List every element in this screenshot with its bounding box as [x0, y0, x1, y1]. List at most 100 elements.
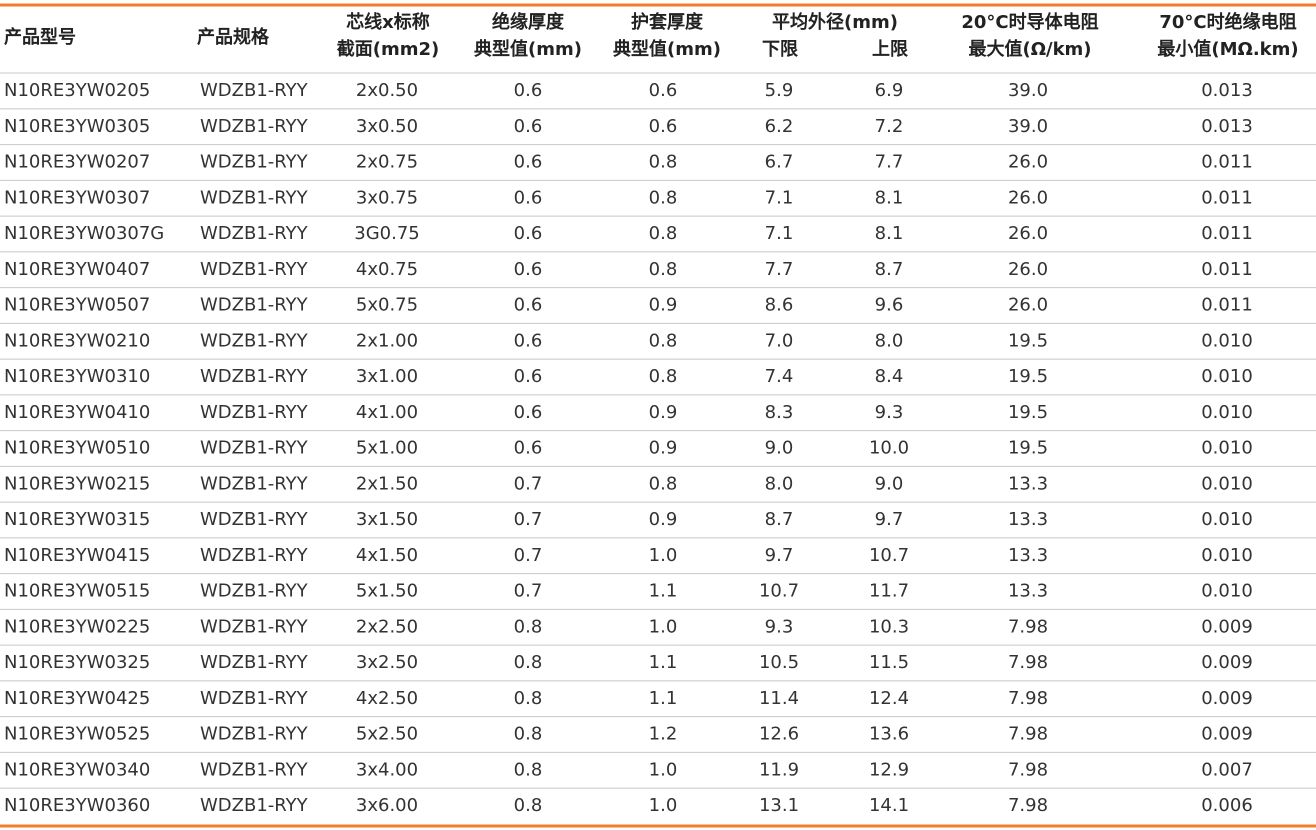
cell: 1.1: [649, 581, 678, 602]
cell: 3x1.50: [356, 509, 418, 530]
cell: 0.8: [514, 795, 543, 816]
header-label: 产品规格: [197, 26, 270, 48]
cell: 19.5: [1008, 402, 1048, 423]
cell: 4x1.50: [356, 545, 418, 566]
cell: 1.2: [649, 724, 678, 745]
cell: 0.6: [514, 116, 543, 137]
cell: 8.7: [875, 259, 904, 280]
header-label: 产品型号: [4, 26, 76, 48]
cell: 7.1: [765, 187, 794, 208]
cell: 39.0: [1008, 116, 1048, 137]
cell: 0.7: [514, 509, 543, 530]
cell: N10RE3YW0510: [4, 438, 150, 459]
cell: 11.5: [869, 652, 909, 673]
cell: 7.4: [765, 366, 794, 387]
cell: 26.0: [1008, 223, 1048, 244]
cell: 0.6: [649, 116, 678, 137]
cell: 5x2.50: [356, 724, 418, 745]
cell: N10RE3YW0205: [4, 80, 150, 101]
cell: 0.8: [514, 759, 543, 780]
cell: 6.9: [875, 80, 904, 101]
cell: N10RE3YW0215: [4, 473, 150, 494]
cell: 0.6: [514, 402, 543, 423]
cell: 1.0: [649, 616, 678, 637]
cell: N10RE3YW0425: [4, 688, 150, 709]
cell: 39.0: [1008, 80, 1048, 101]
cell: 5x1.50: [356, 581, 418, 602]
cell: 4x2.50: [356, 688, 418, 709]
cell: WDZB1-RYY: [200, 545, 309, 566]
cell: 13.3: [1008, 509, 1048, 530]
cell: 8.0: [765, 473, 794, 494]
cell: N10RE3YW0360: [4, 795, 150, 816]
cell: WDZB1-RYY: [200, 795, 309, 816]
cell: 0.8: [649, 330, 678, 351]
cell: 13.3: [1008, 545, 1048, 566]
cell: WDZB1-RYY: [200, 616, 309, 637]
cell: 7.7: [875, 152, 904, 173]
cell: 13.3: [1008, 581, 1048, 602]
cell: 0.8: [514, 724, 543, 745]
cell: 7.98: [1008, 724, 1048, 745]
cell: 11.4: [759, 688, 799, 709]
cell: WDZB1-RYY: [200, 509, 309, 530]
cell: 0.9: [649, 438, 678, 459]
cell: 9.0: [875, 473, 904, 494]
header-label: 截面(mm2): [337, 38, 440, 60]
cell: 0.010: [1201, 509, 1253, 530]
cell: WDZB1-RYY: [200, 402, 309, 423]
header-label: 典型值(mm): [613, 38, 721, 60]
cell: 2x1.50: [356, 473, 418, 494]
cell: WDZB1-RYY: [200, 652, 309, 673]
cell: WDZB1-RYY: [200, 152, 309, 173]
cell: 9.0: [765, 438, 794, 459]
cell: WDZB1-RYY: [200, 473, 309, 494]
cell: 0.8: [514, 688, 543, 709]
cell: 5x0.75: [356, 295, 418, 316]
cell: 0.011: [1201, 259, 1253, 280]
cell: N10RE3YW0407: [4, 259, 150, 280]
cell: 8.6: [765, 295, 794, 316]
cell: 0.8: [649, 473, 678, 494]
cell: 0.011: [1201, 187, 1253, 208]
cell: 26.0: [1008, 152, 1048, 173]
cell: 0.9: [649, 402, 678, 423]
cell: 0.8: [649, 187, 678, 208]
cell: 10.0: [869, 438, 909, 459]
cell: 0.007: [1201, 759, 1253, 780]
cell: 0.010: [1201, 402, 1253, 423]
cell: 19.5: [1008, 438, 1048, 459]
cell: 0.010: [1201, 438, 1253, 459]
cell: N10RE3YW0307: [4, 187, 150, 208]
cell: 0.9: [649, 509, 678, 530]
cell: 8.0: [875, 330, 904, 351]
cell: 7.98: [1008, 795, 1048, 816]
cell: 13.3: [1008, 473, 1048, 494]
cell: 0.010: [1201, 473, 1253, 494]
cell: 12.9: [869, 759, 909, 780]
cell: N10RE3YW0525: [4, 724, 150, 745]
cell: 0.009: [1201, 688, 1253, 709]
cell: WDZB1-RYY: [200, 759, 309, 780]
cell: 19.5: [1008, 330, 1048, 351]
cell: 3x0.50: [356, 116, 418, 137]
cell: WDZB1-RYY: [200, 295, 309, 316]
cell: 6.2: [765, 116, 794, 137]
cell: 1.1: [649, 688, 678, 709]
cell: 11.9: [759, 759, 799, 780]
cell: 1.1: [649, 652, 678, 673]
header-label: 典型值(mm): [474, 38, 582, 60]
cell: N10RE3YW0325: [4, 652, 150, 673]
header-label: 护套厚度: [631, 11, 704, 33]
cell: 0.6: [514, 295, 543, 316]
cell: 3G0.75: [354, 223, 419, 244]
cell: 8.3: [765, 402, 794, 423]
cell: WDZB1-RYY: [200, 724, 309, 745]
cell: 9.7: [765, 545, 794, 566]
cell: 3x2.50: [356, 652, 418, 673]
cell: 9.6: [875, 295, 904, 316]
cell: N10RE3YW0507: [4, 295, 150, 316]
cell: 5.9: [765, 80, 794, 101]
cell: 0.6: [514, 330, 543, 351]
cell: N10RE3YW0515: [4, 581, 150, 602]
